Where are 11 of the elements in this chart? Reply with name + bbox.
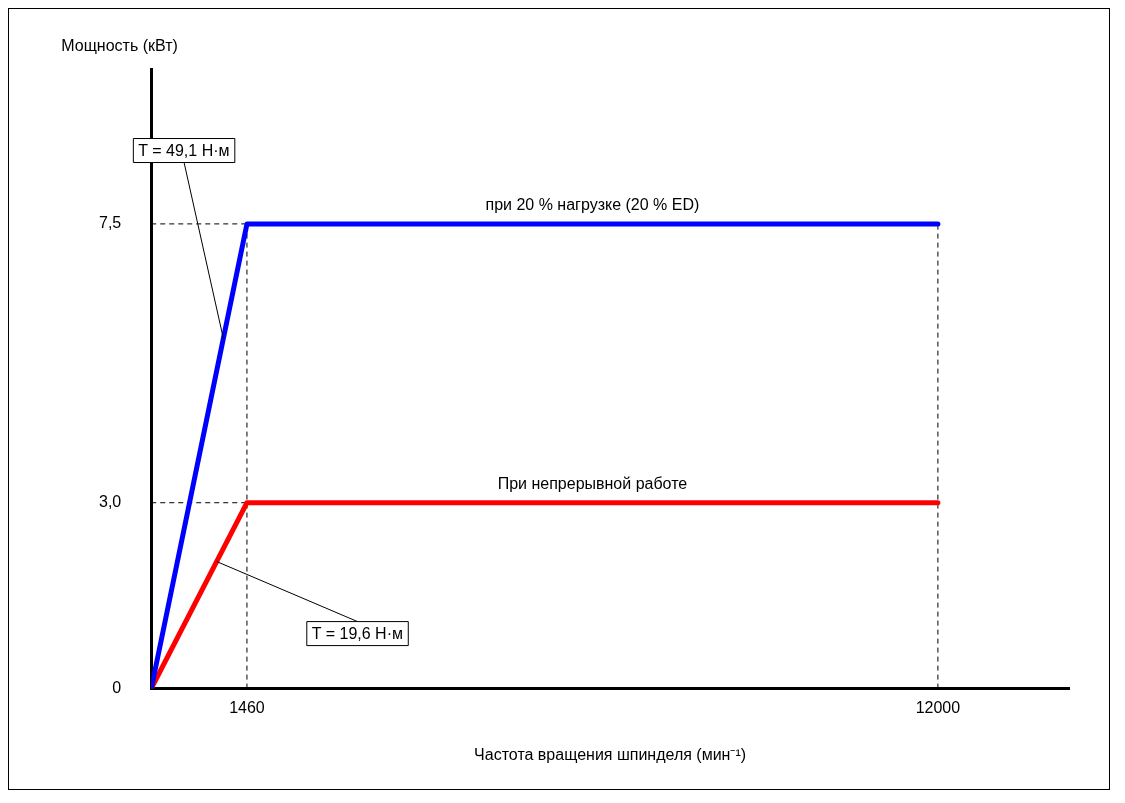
x-axis-title: Частота вращения шпинделя (мин⁻¹) [474,745,747,763]
series-label: при 20 % нагрузке (20 % ED) [485,196,700,214]
x-tick-label: 1460 [229,698,265,716]
x-tick-label: 12000 [915,698,961,716]
y-tick-label: 7,5 [98,214,122,232]
y-axis-title: Мощность (кВт) [61,37,178,55]
annotation: T = 49,1 Н·м [138,141,230,159]
series-label: При непрерывной работе [497,475,688,493]
y-tick-label: 3,0 [98,493,122,511]
annotation: T = 19,6 Н·м [311,624,403,642]
y-tick-label: 0 [112,679,122,697]
